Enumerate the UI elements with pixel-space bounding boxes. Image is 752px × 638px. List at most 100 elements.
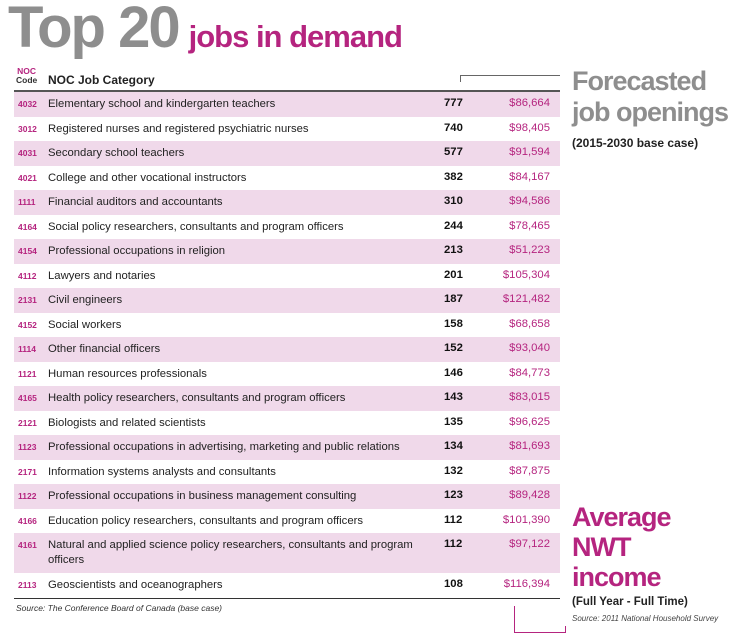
forecast-title-line2: job openings xyxy=(572,97,729,127)
table-row: 4112 Lawyers and notaries 201 $105,304 xyxy=(14,264,560,289)
table-source: Source: The Conference Board of Canada (… xyxy=(16,602,223,613)
average-income: $93,040 xyxy=(509,342,550,354)
job-category: Geoscientists and oceanographers xyxy=(48,579,223,591)
job-category: Professional occupations in business man… xyxy=(48,490,357,502)
table-row: 4164 Social policy researchers, consultan… xyxy=(14,215,560,240)
job-openings: 213 xyxy=(444,244,463,256)
job-category: Lawyers and notaries xyxy=(48,269,156,282)
job-openings: 740 xyxy=(444,121,463,134)
noc-code: 2131 xyxy=(18,295,37,305)
average-income: $68,658 xyxy=(509,317,550,330)
forecast-bracket-tick xyxy=(460,75,461,82)
table-bottom-divider xyxy=(14,597,560,599)
average-income: $83,015 xyxy=(509,391,550,403)
average-income: $97,122 xyxy=(509,538,550,550)
job-openings: 152 xyxy=(444,342,463,354)
average-income: $84,773 xyxy=(509,366,550,379)
noc-code: 4112 xyxy=(18,270,37,281)
job-category: Civil engineers xyxy=(48,294,123,306)
noc-code-header: NOC Code xyxy=(16,67,37,85)
table-row: 1123 Professional occupations in advertis… xyxy=(14,435,560,460)
noc-code: 4031 xyxy=(18,148,37,158)
average-income: $78,465 xyxy=(509,219,550,232)
job-category: Professional occupations in religion xyxy=(48,245,226,257)
income-title-line1: Average xyxy=(572,502,672,532)
table-row: 4161 Natural and applied science policy r… xyxy=(14,533,560,573)
noc-code: 4161 xyxy=(18,540,37,550)
noc-code: 4164 xyxy=(18,221,37,232)
average-income: $87,875 xyxy=(509,464,550,477)
title-main: Top 20 xyxy=(8,0,181,60)
job-openings: 382 xyxy=(444,170,463,183)
table-row: 1111 Financial auditors and accountants 31… xyxy=(14,190,560,215)
income-subtitle: (Full Year - Full Time) xyxy=(572,596,688,608)
average-income: $51,223 xyxy=(509,244,550,256)
noc-code: 1111 xyxy=(18,197,36,207)
income-bracket-base xyxy=(514,632,566,633)
job-openings: 146 xyxy=(444,366,463,379)
job-category: Biologists and related scientists xyxy=(48,416,206,429)
table-row: 1114 Other financial officers 152 $93,040 xyxy=(14,337,560,362)
noc-code: 1123 xyxy=(18,442,37,452)
table-wrapper: 4032 Elementary school and kindergarten t… xyxy=(14,92,560,613)
income-bracket-tick xyxy=(565,626,566,633)
average-income: $94,586 xyxy=(509,195,550,207)
forecast-subtitle: (2015-2030 base case) xyxy=(572,136,699,150)
noc-code: 3012 xyxy=(18,123,37,134)
job-category: Other financial officers xyxy=(48,343,161,355)
table-row: 4152 Social workers 158 $68,658 xyxy=(14,313,560,338)
job-category: Financial auditors and accountants xyxy=(48,196,223,208)
noc-code: 4165 xyxy=(18,393,37,403)
average-income: $121,482 xyxy=(502,293,550,305)
noc-header-line1: NOC xyxy=(17,66,37,76)
job-category: Education policy researchers, consultant… xyxy=(48,514,364,527)
table-row: 2171 Information systems analysts and con… xyxy=(14,460,560,485)
noc-code: 2171 xyxy=(18,466,37,477)
job-category: Natural and applied science policy resea… xyxy=(48,539,413,566)
job-category: Elementary school and kindergarten teach… xyxy=(48,98,276,110)
average-income: $86,664 xyxy=(509,97,550,109)
header-divider xyxy=(14,90,560,92)
noc-code: 4152 xyxy=(18,319,37,330)
job-openings: 577 xyxy=(444,146,463,158)
average-income: $96,625 xyxy=(509,415,550,428)
average-income: $105,304 xyxy=(502,268,550,281)
average-income: $101,390 xyxy=(502,513,550,526)
job-openings: 777 xyxy=(444,97,463,109)
table-row: 4031 Secondary school teachers 577 $91,594 xyxy=(14,141,560,166)
average-income: $84,167 xyxy=(509,170,550,183)
category-header: NOC Job Category xyxy=(48,73,155,87)
income-title-line3: income xyxy=(572,562,662,592)
job-openings: 112 xyxy=(444,538,463,550)
job-openings: 123 xyxy=(444,489,463,501)
forecast-title-line1: Forecasted xyxy=(572,66,707,96)
average-income: $89,428 xyxy=(509,489,550,501)
table-row: 4166 Education policy researchers, consul… xyxy=(14,509,560,534)
noc-code: 1114 xyxy=(18,344,36,354)
job-openings: 143 xyxy=(444,391,463,403)
job-openings: 108 xyxy=(444,578,463,590)
job-category: College and other vocational instructors xyxy=(48,171,247,184)
noc-code: 4021 xyxy=(18,172,37,183)
job-category: Health policy researchers, consultants a… xyxy=(48,392,346,404)
job-category: Social policy researchers, consultants a… xyxy=(48,220,344,233)
table-row: 1121 Human resources professionals 146 $84,… xyxy=(14,362,560,387)
noc-code: 2113 xyxy=(18,580,37,590)
job-openings: 310 xyxy=(444,195,463,207)
noc-code: 2121 xyxy=(18,417,37,428)
job-category: Professional occupations in advertising,… xyxy=(48,441,400,453)
job-openings: 201 xyxy=(444,268,463,281)
job-category: Information systems analysts and consult… xyxy=(48,465,276,478)
jobs-table: 4032 Elementary school and kindergarten t… xyxy=(14,92,560,598)
table-row: 3012 Registered nurses and registered psy… xyxy=(14,117,560,142)
table-row: 4021 College and other vocational instruc… xyxy=(14,166,560,191)
job-category: Registered nurses and registered psychia… xyxy=(48,122,309,135)
table-row: 4154 Professional occupations in religion… xyxy=(14,239,560,264)
job-category: Human resources professionals xyxy=(48,367,207,380)
table-row: 1122 Professional occupations in business… xyxy=(14,484,560,509)
table-row: 4165 Health policy researchers, consultan… xyxy=(14,386,560,411)
table-row: 4032 Elementary school and kindergarten t… xyxy=(14,92,560,117)
average-income: $98,405 xyxy=(509,121,550,134)
noc-code: 4032 xyxy=(18,99,37,109)
title-sub: jobs in demand xyxy=(188,19,403,54)
